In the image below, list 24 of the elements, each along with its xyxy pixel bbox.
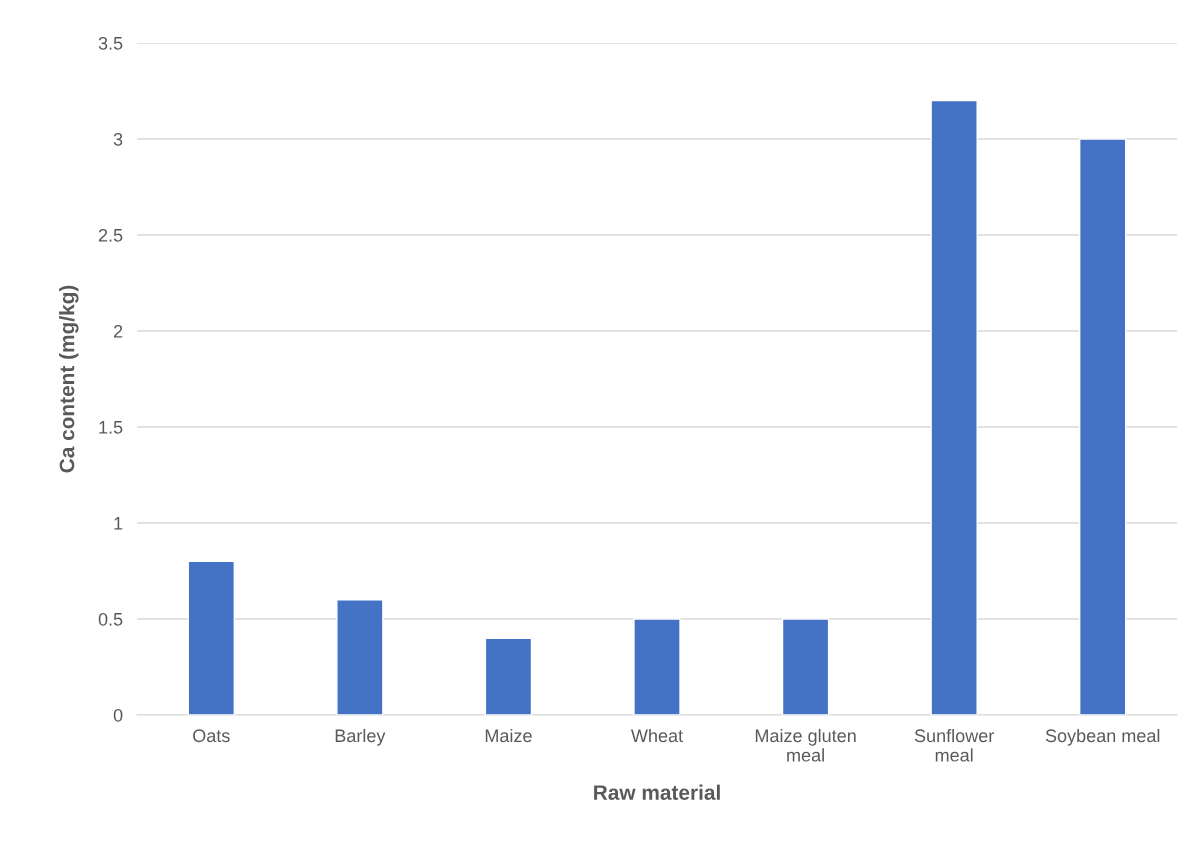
x-tick-label: Sunflower meal [914,728,994,762]
bar [336,599,384,715]
y-tick-label: 1 [114,517,123,530]
x-tick-label: Wheat [630,728,683,743]
bar [930,99,978,715]
y-tick-label: 2.5 [98,228,123,242]
bar [633,618,681,715]
y-axis-title: Ca content (mg/kg) [59,285,79,473]
x-tick-label: Soybean meal [1045,728,1160,746]
x-tick-label: Maize gluten meal [755,728,856,762]
x-tick-label: Maize [485,728,532,743]
y-tick-label: 3.5 [98,36,123,50]
y-tick-label: 0.5 [98,612,123,626]
y-tick-label: 1.5 [99,421,123,434]
bar [187,560,236,715]
bar [781,618,830,715]
x-axis-title: Raw material [594,784,720,800]
y-tick-label: 2 [113,324,123,338]
y-tick-label: 0 [113,708,123,722]
y-tick-label: 3 [113,132,123,146]
x-tick-label: Barley [335,728,386,746]
bar [1078,138,1127,715]
x-tick-label: Oats [193,729,230,743]
bar [484,637,533,715]
